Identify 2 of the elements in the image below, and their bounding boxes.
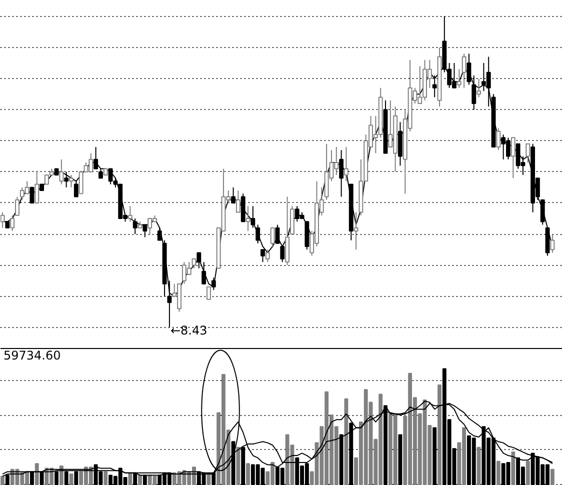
- annotation: ←8.43: [170, 323, 208, 338]
- text: 59734.60: [4, 348, 61, 362]
